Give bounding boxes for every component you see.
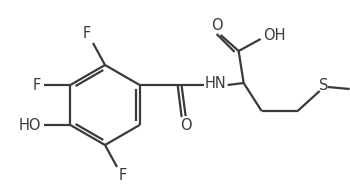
Text: HN: HN bbox=[205, 77, 226, 91]
Text: OH: OH bbox=[264, 29, 286, 43]
Text: F: F bbox=[83, 26, 91, 42]
Text: HO: HO bbox=[19, 118, 42, 132]
Text: O: O bbox=[211, 19, 223, 33]
Text: F: F bbox=[119, 169, 127, 184]
Text: O: O bbox=[180, 119, 191, 133]
Text: S: S bbox=[319, 78, 328, 94]
Text: F: F bbox=[32, 77, 41, 92]
